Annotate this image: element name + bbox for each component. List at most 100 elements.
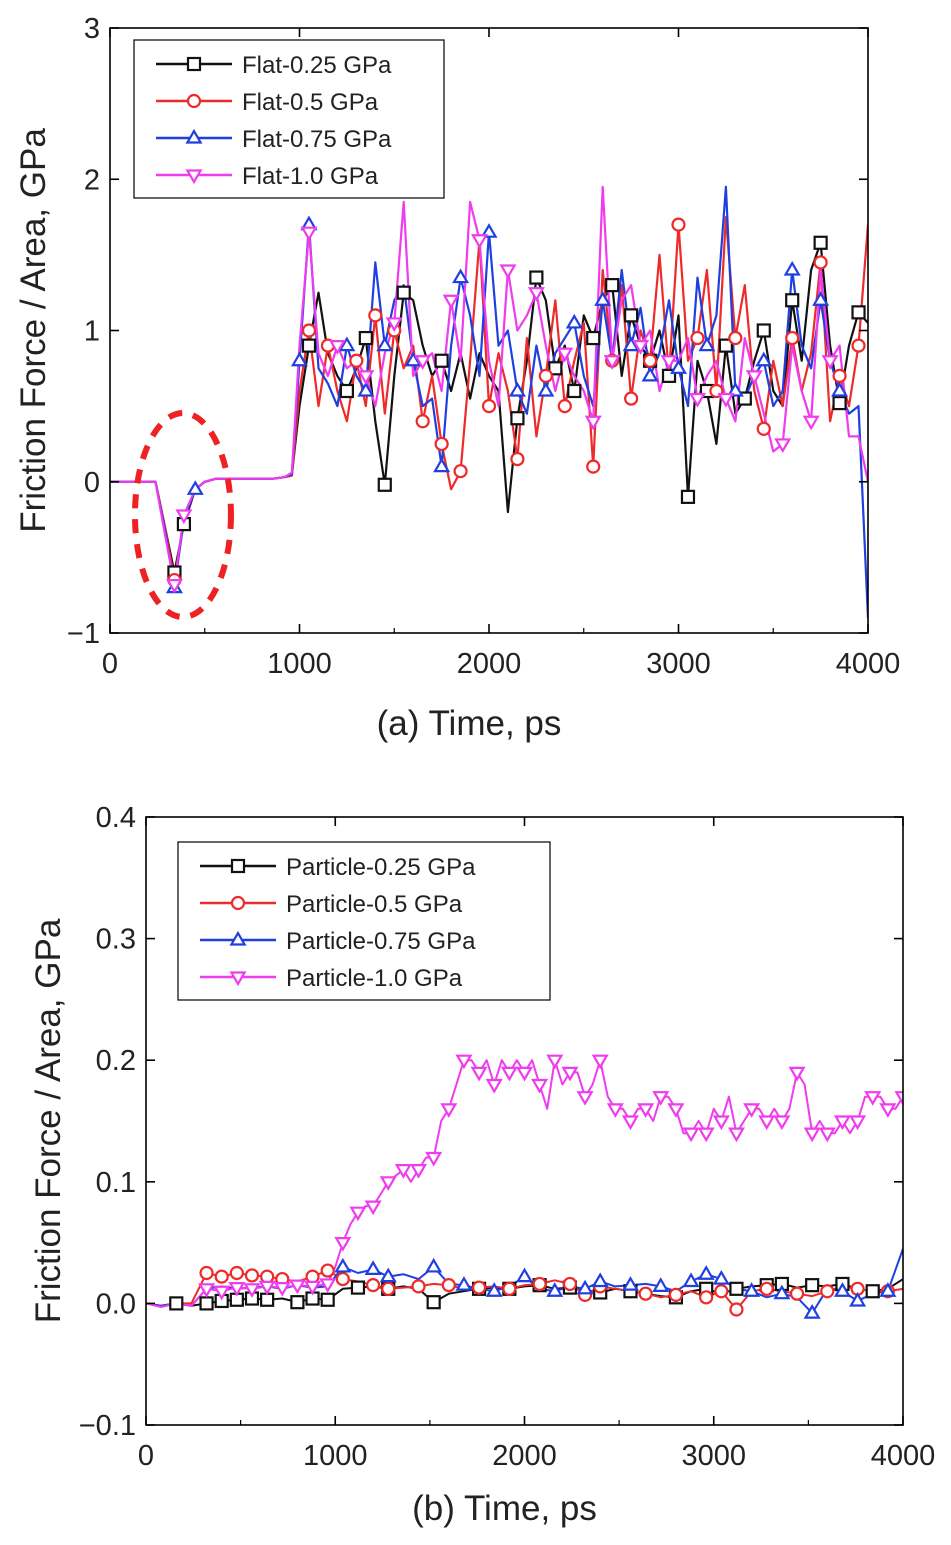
legend-marker — [230, 858, 246, 874]
data-point-marker — [198, 1283, 216, 1298]
data-point-marker — [377, 477, 392, 492]
data-point-marker — [743, 1282, 761, 1297]
data-point-marker — [415, 414, 430, 429]
data-point-marker — [802, 415, 820, 431]
series-line-flat-1-0-gpa — [110, 185, 868, 586]
plot-area — [110, 185, 868, 618]
legend-label: Flat-0.5 GPa — [242, 89, 379, 116]
data-point-marker — [499, 264, 517, 280]
data-point-marker — [214, 1269, 229, 1284]
data-point-marker — [714, 1284, 729, 1299]
data-point-marker — [624, 308, 639, 323]
x-tick-label: 0 — [138, 1440, 154, 1472]
data-point-marker — [455, 1276, 473, 1291]
data-point-marker — [745, 370, 763, 385]
data-point-marker — [548, 361, 563, 376]
data-point-marker — [788, 1066, 806, 1082]
data-point-marker — [532, 1276, 547, 1292]
data-point-marker — [712, 1269, 730, 1285]
y-tick-label: −0.1 — [79, 1410, 136, 1442]
data-point-marker — [425, 1151, 443, 1167]
data-point-marker — [697, 1127, 715, 1143]
y-tick-label: 3 — [84, 13, 100, 45]
data-point-marker — [485, 1282, 503, 1297]
data-point-marker — [510, 411, 525, 426]
data-point-marker — [471, 234, 489, 249]
data-point-marker — [849, 1115, 867, 1131]
data-point-marker — [669, 359, 688, 374]
data-point-marker — [199, 1265, 214, 1281]
y-axis-label: Friction Force / Area, GPa — [14, 128, 53, 533]
data-point-marker — [688, 392, 706, 408]
data-point-marker — [557, 399, 572, 414]
data-point-marker — [546, 1282, 564, 1297]
y-tick-label: 0 — [84, 467, 100, 499]
data-point-marker — [334, 1257, 352, 1273]
data-point-marker — [229, 1265, 244, 1281]
data-point-marker — [821, 355, 839, 370]
data-point-marker — [803, 1127, 821, 1143]
data-point-marker — [213, 1285, 231, 1301]
data-point-marker — [726, 381, 744, 397]
data-point-marker — [379, 1267, 397, 1283]
legend-label: Particle-0.75 GPa — [286, 928, 476, 955]
data-point-marker — [603, 355, 621, 370]
data-point-marker — [682, 1272, 700, 1288]
data-point-marker — [624, 391, 639, 406]
data-point-marker — [576, 1279, 594, 1295]
legend-marker — [185, 128, 203, 144]
data-point-marker — [584, 415, 602, 431]
data-point-marker — [743, 1103, 761, 1118]
data-point-marker — [199, 1296, 214, 1311]
data-point-marker — [338, 336, 356, 352]
data-point-marker — [832, 396, 847, 411]
x-tick-label: 1000 — [267, 648, 332, 680]
data-point-marker — [667, 1103, 685, 1118]
data-point-marker — [785, 293, 800, 308]
series-line-flat-0-5-gpa — [110, 216, 868, 582]
data-point-marker — [258, 1280, 276, 1296]
data-point-marker — [586, 330, 601, 346]
data-point-marker — [515, 1267, 534, 1283]
y-tick-label: 0.4 — [96, 802, 136, 834]
data-point-marker — [334, 1236, 352, 1252]
data-point-marker — [632, 340, 650, 355]
data-point-marker — [805, 1278, 820, 1293]
data-point-marker — [682, 1127, 700, 1143]
data-point-marker — [288, 1279, 306, 1295]
data-point-marker — [531, 1078, 549, 1094]
data-point-marker — [441, 1278, 456, 1293]
data-point-marker — [379, 1176, 397, 1191]
data-point-marker — [349, 353, 364, 368]
data-point-marker — [515, 1066, 534, 1082]
data-point-marker — [335, 1271, 350, 1287]
data-point-marker — [301, 338, 317, 353]
data-point-marker — [453, 464, 468, 479]
data-point-marker — [755, 351, 773, 367]
data-point-marker — [729, 1281, 744, 1296]
data-point-marker — [851, 305, 866, 320]
data-point-marker — [470, 1066, 488, 1082]
data-point-marker — [414, 355, 432, 370]
x-tick-label: 2000 — [492, 1440, 557, 1472]
data-point-marker — [594, 291, 612, 306]
data-point-marker — [561, 1066, 579, 1082]
data-point-marker — [637, 1103, 655, 1118]
data-point-marker — [699, 1290, 714, 1305]
data-point-marker — [622, 336, 640, 352]
data-point-marker — [556, 347, 574, 363]
data-point-marker — [803, 1304, 821, 1319]
data-point-marker — [442, 294, 460, 310]
highlight-ellipse — [131, 410, 234, 621]
y-tick-label: 0.2 — [96, 1045, 136, 1077]
data-point-marker — [565, 313, 583, 329]
legend: Particle-0.25 GPa Particle-0.5 GPa Particl… — [177, 841, 551, 1001]
data-point-marker — [527, 287, 545, 302]
data-point-marker — [304, 1280, 322, 1296]
legend-marker — [185, 169, 203, 185]
legend-label: Flat-0.75 GPa — [242, 126, 392, 153]
data-point-marker — [864, 1091, 882, 1106]
data-point-marker — [452, 268, 470, 284]
data-point-marker — [480, 223, 498, 238]
